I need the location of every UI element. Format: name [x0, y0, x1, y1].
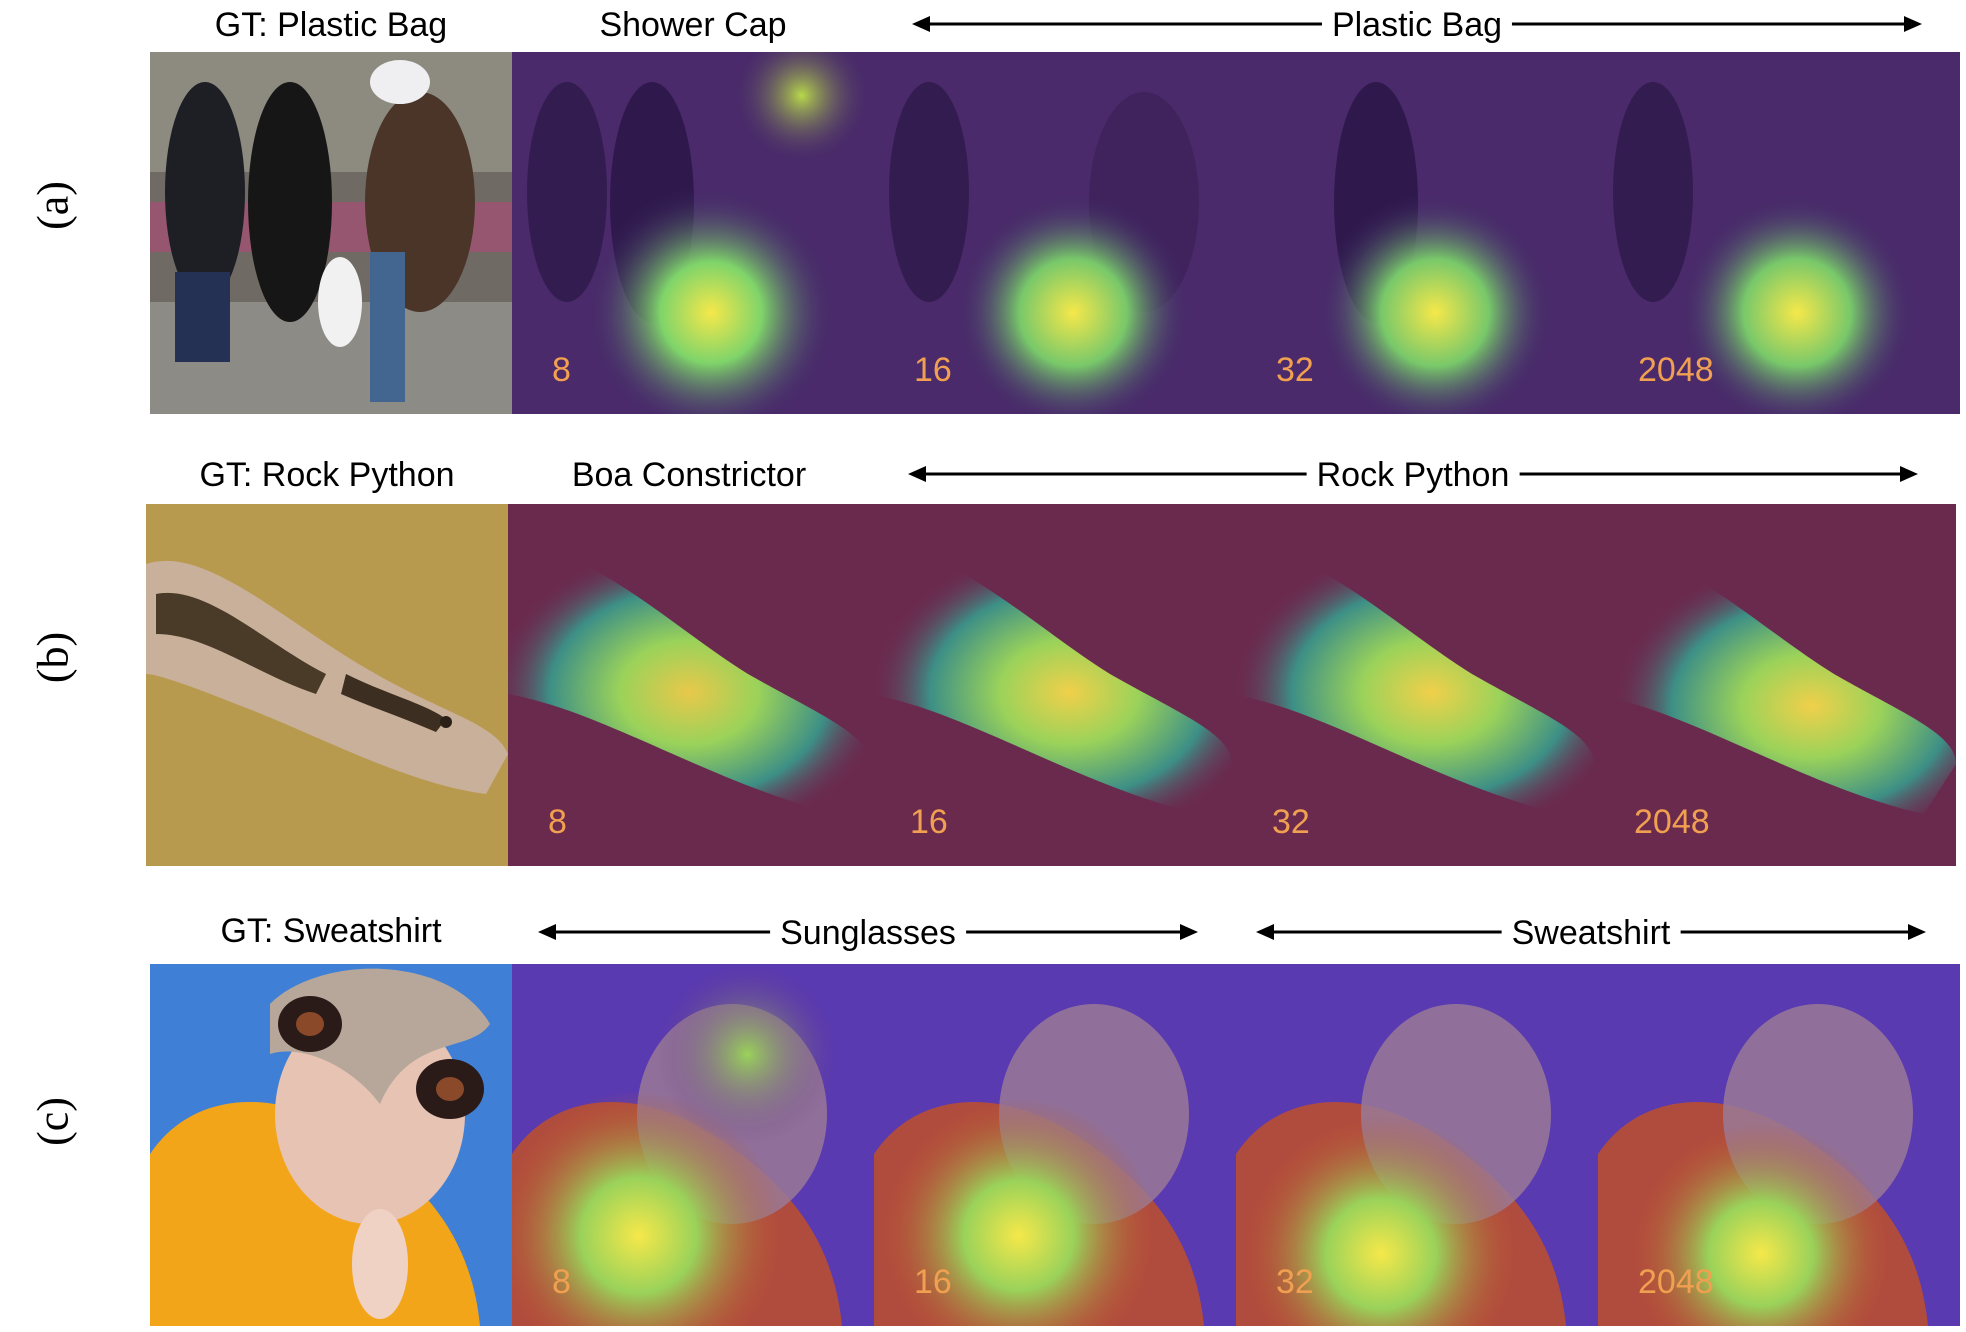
row-c: (c) GT: Sweatshirt Sunglasses Sweatshirt — [0, 910, 1966, 1332]
row-label: (a) — [28, 181, 78, 230]
prediction-caption: Shower Cap — [599, 6, 787, 44]
tile-number: 32 — [1276, 351, 1314, 389]
row-label: (c) — [28, 1097, 78, 1146]
prediction-span-left: Sunglasses — [538, 914, 1198, 954]
row-b: (b) GT: Rock Python Boa Constrictor Rock… — [0, 452, 1966, 872]
heatmap-tile: 2048 — [1598, 964, 1960, 1326]
tile-number: 2048 — [1638, 1263, 1714, 1301]
span-label: Sweatshirt — [1501, 914, 1681, 953]
tile-number: 2048 — [1638, 351, 1714, 389]
row-a: (a) GT: Plastic Bag Shower Cap Plastic B… — [0, 0, 1966, 420]
prediction-span-right: Sweatshirt — [1256, 914, 1926, 954]
heatmap-tile: 8 — [508, 504, 870, 866]
span-label: Sunglasses — [770, 914, 966, 953]
prediction-caption: Boa Constrictor — [571, 456, 807, 494]
tile-number: 32 — [1272, 803, 1310, 841]
original-image — [146, 504, 508, 866]
tile-number: 8 — [552, 1263, 571, 1301]
heatmap-tile: 16 — [874, 964, 1236, 1326]
prediction-span: Plastic Bag — [912, 6, 1922, 46]
heatmap-tile: 8 — [512, 964, 874, 1326]
heatmap-tile: 2048 — [1594, 504, 1956, 866]
heatmap-tile: 8 — [512, 52, 874, 414]
original-image — [150, 52, 512, 414]
prediction-span: Rock Python — [908, 456, 1918, 496]
tile-number: 8 — [548, 803, 567, 841]
tile-number: 16 — [910, 803, 948, 841]
tile-number: 16 — [914, 351, 952, 389]
heatmap-tile: 2048 — [1598, 52, 1960, 414]
heatmap-tile: 32 — [1232, 504, 1594, 866]
row-label: (b) — [28, 631, 78, 684]
tile-number: 16 — [914, 1263, 952, 1301]
heatmap-tile: 16 — [870, 504, 1232, 866]
heatmap-tile: 32 — [1236, 964, 1598, 1326]
gt-caption: GT: Sweatshirt — [220, 912, 442, 950]
tile-number: 32 — [1276, 1263, 1314, 1301]
heatmap-tile: 16 — [874, 52, 1236, 414]
heatmap-tile: 32 — [1236, 52, 1598, 414]
span-label: Plastic Bag — [1321, 6, 1513, 45]
original-image — [150, 964, 512, 1326]
gt-caption: GT: Rock Python — [199, 456, 455, 494]
gt-caption: GT: Plastic Bag — [214, 6, 448, 44]
span-label: Rock Python — [1306, 456, 1520, 495]
tile-number: 2048 — [1634, 803, 1710, 841]
tile-number: 8 — [552, 351, 571, 389]
